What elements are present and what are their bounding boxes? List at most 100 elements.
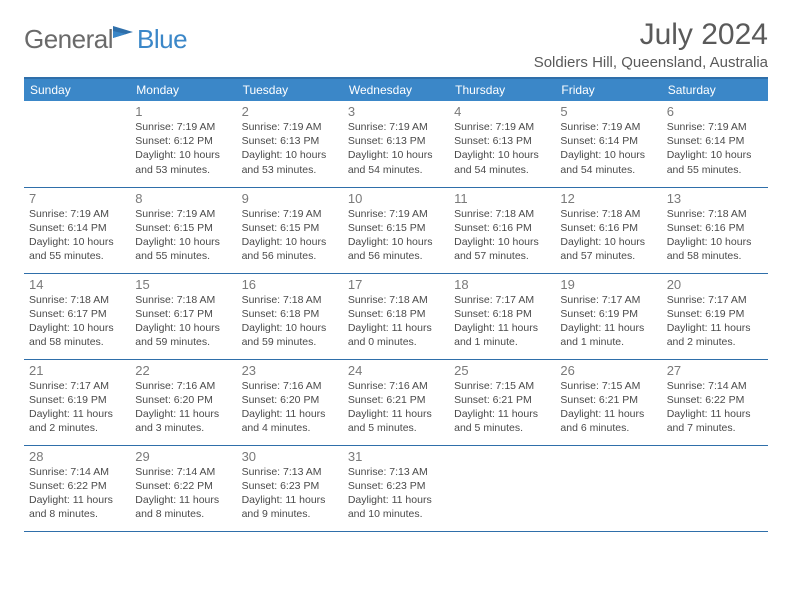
day-detail: Sunrise: 7:18 AMSunset: 6:16 PMDaylight:… [667, 207, 763, 264]
calendar-day-cell: 4Sunrise: 7:19 AMSunset: 6:13 PMDaylight… [449, 101, 555, 187]
calendar-day-cell: 26Sunrise: 7:15 AMSunset: 6:21 PMDayligh… [555, 359, 661, 445]
day-number: 21 [29, 363, 125, 378]
day-number: 26 [560, 363, 656, 378]
weekday-header: Thursday [449, 78, 555, 101]
calendar-day-cell [24, 101, 130, 187]
calendar-day-cell: 10Sunrise: 7:19 AMSunset: 6:15 PMDayligh… [343, 187, 449, 273]
day-detail: Sunrise: 7:19 AMSunset: 6:14 PMDaylight:… [560, 120, 656, 177]
day-detail: Sunrise: 7:16 AMSunset: 6:20 PMDaylight:… [242, 379, 338, 436]
calendar-day-cell: 11Sunrise: 7:18 AMSunset: 6:16 PMDayligh… [449, 187, 555, 273]
day-detail: Sunrise: 7:15 AMSunset: 6:21 PMDaylight:… [454, 379, 550, 436]
logo-text-blue: Blue [137, 24, 187, 55]
calendar-table: Sunday Monday Tuesday Wednesday Thursday… [24, 77, 768, 532]
day-detail: Sunrise: 7:17 AMSunset: 6:19 PMDaylight:… [560, 293, 656, 350]
calendar-day-cell: 27Sunrise: 7:14 AMSunset: 6:22 PMDayligh… [662, 359, 768, 445]
calendar-day-cell: 12Sunrise: 7:18 AMSunset: 6:16 PMDayligh… [555, 187, 661, 273]
day-detail: Sunrise: 7:18 AMSunset: 6:16 PMDaylight:… [454, 207, 550, 264]
day-detail: Sunrise: 7:15 AMSunset: 6:21 PMDaylight:… [560, 379, 656, 436]
calendar-day-cell: 19Sunrise: 7:17 AMSunset: 6:19 PMDayligh… [555, 273, 661, 359]
title-block: July 2024 Soldiers Hill, Queensland, Aus… [534, 18, 768, 71]
weekday-header: Sunday [24, 78, 130, 101]
weekday-header: Friday [555, 78, 661, 101]
day-number: 22 [135, 363, 231, 378]
calendar-week-row: 14Sunrise: 7:18 AMSunset: 6:17 PMDayligh… [24, 273, 768, 359]
weekday-header-row: Sunday Monday Tuesday Wednesday Thursday… [24, 78, 768, 101]
calendar-day-cell: 25Sunrise: 7:15 AMSunset: 6:21 PMDayligh… [449, 359, 555, 445]
day-number: 27 [667, 363, 763, 378]
day-detail: Sunrise: 7:18 AMSunset: 6:18 PMDaylight:… [242, 293, 338, 350]
day-detail: Sunrise: 7:17 AMSunset: 6:19 PMDaylight:… [667, 293, 763, 350]
day-detail: Sunrise: 7:19 AMSunset: 6:15 PMDaylight:… [135, 207, 231, 264]
calendar-day-cell [662, 445, 768, 531]
day-number: 30 [242, 449, 338, 464]
day-detail: Sunrise: 7:18 AMSunset: 6:17 PMDaylight:… [29, 293, 125, 350]
day-number: 18 [454, 277, 550, 292]
day-detail: Sunrise: 7:14 AMSunset: 6:22 PMDaylight:… [667, 379, 763, 436]
weekday-header: Wednesday [343, 78, 449, 101]
day-number: 16 [242, 277, 338, 292]
day-number: 17 [348, 277, 444, 292]
day-number: 2 [242, 104, 338, 119]
day-number: 8 [135, 191, 231, 206]
calendar-day-cell: 28Sunrise: 7:14 AMSunset: 6:22 PMDayligh… [24, 445, 130, 531]
calendar-week-row: 7Sunrise: 7:19 AMSunset: 6:14 PMDaylight… [24, 187, 768, 273]
calendar-day-cell: 9Sunrise: 7:19 AMSunset: 6:15 PMDaylight… [237, 187, 343, 273]
calendar-day-cell: 6Sunrise: 7:19 AMSunset: 6:14 PMDaylight… [662, 101, 768, 187]
day-number: 6 [667, 104, 763, 119]
calendar-day-cell: 1Sunrise: 7:19 AMSunset: 6:12 PMDaylight… [130, 101, 236, 187]
calendar-day-cell: 18Sunrise: 7:17 AMSunset: 6:18 PMDayligh… [449, 273, 555, 359]
day-number: 25 [454, 363, 550, 378]
day-detail: Sunrise: 7:19 AMSunset: 6:14 PMDaylight:… [29, 207, 125, 264]
day-number: 1 [135, 104, 231, 119]
calendar-week-row: 1Sunrise: 7:19 AMSunset: 6:12 PMDaylight… [24, 101, 768, 187]
day-number: 5 [560, 104, 656, 119]
calendar-day-cell: 13Sunrise: 7:18 AMSunset: 6:16 PMDayligh… [662, 187, 768, 273]
calendar-day-cell: 29Sunrise: 7:14 AMSunset: 6:22 PMDayligh… [130, 445, 236, 531]
calendar-day-cell [555, 445, 661, 531]
day-number: 4 [454, 104, 550, 119]
logo-text-general: General [24, 24, 113, 55]
day-detail: Sunrise: 7:19 AMSunset: 6:13 PMDaylight:… [454, 120, 550, 177]
day-number: 14 [29, 277, 125, 292]
calendar-day-cell: 21Sunrise: 7:17 AMSunset: 6:19 PMDayligh… [24, 359, 130, 445]
day-detail: Sunrise: 7:19 AMSunset: 6:15 PMDaylight:… [348, 207, 444, 264]
day-detail: Sunrise: 7:19 AMSunset: 6:12 PMDaylight:… [135, 120, 231, 177]
calendar-week-row: 28 Sunrise: 7:14 AMSunset: 6:22 PMDayligh… [24, 445, 768, 531]
day-detail: Sunrise: 7:17 AMSunset: 6:19 PMDaylight:… [29, 379, 125, 436]
calendar-day-cell: 3Sunrise: 7:19 AMSunset: 6:13 PMDaylight… [343, 101, 449, 187]
day-detail: Sunrise: 7:14 AMSunset: 6:22 PMDaylight:… [135, 465, 231, 522]
calendar-week-row: 21Sunrise: 7:17 AMSunset: 6:19 PMDayligh… [24, 359, 768, 445]
day-number: 23 [242, 363, 338, 378]
day-detail: Sunrise: 7:18 AMSunset: 6:18 PMDaylight:… [348, 293, 444, 350]
day-detail: Sunrise: 7:19 AMSunset: 6:14 PMDaylight:… [667, 120, 763, 177]
calendar-body: 1Sunrise: 7:19 AMSunset: 6:12 PMDaylight… [24, 101, 768, 531]
calendar-day-cell [449, 445, 555, 531]
day-detail: Sunrise: 7:17 AMSunset: 6:18 PMDaylight:… [454, 293, 550, 350]
day-number: 20 [667, 277, 763, 292]
day-detail: Sunrise: 7:19 AMSunset: 6:13 PMDaylight:… [242, 120, 338, 177]
calendar-day-cell: 23Sunrise: 7:16 AMSunset: 6:20 PMDayligh… [237, 359, 343, 445]
header: General Blue July 2024 Soldiers Hill, Qu… [24, 18, 768, 71]
day-number: 10 [348, 191, 444, 206]
day-number: 3 [348, 104, 444, 119]
location-label: Soldiers Hill, Queensland, Australia [534, 54, 768, 71]
calendar-day-cell: 14Sunrise: 7:18 AMSunset: 6:17 PMDayligh… [24, 273, 130, 359]
day-number: 31 [348, 449, 444, 464]
day-number: 15 [135, 277, 231, 292]
calendar-day-cell: 17Sunrise: 7:18 AMSunset: 6:18 PMDayligh… [343, 273, 449, 359]
day-number: 13 [667, 191, 763, 206]
calendar-day-cell: 5Sunrise: 7:19 AMSunset: 6:14 PMDaylight… [555, 101, 661, 187]
day-number: 11 [454, 191, 550, 206]
day-detail: Sunrise: 7:13 AMSunset: 6:23 PMDaylight:… [242, 465, 338, 522]
calendar-day-cell: 16Sunrise: 7:18 AMSunset: 6:18 PMDayligh… [237, 273, 343, 359]
calendar-day-cell: 30Sunrise: 7:13 AMSunset: 6:23 PMDayligh… [237, 445, 343, 531]
month-title: July 2024 [534, 18, 768, 52]
weekday-header: Saturday [662, 78, 768, 101]
weekday-header: Tuesday [237, 78, 343, 101]
day-number: 7 [29, 191, 125, 206]
calendar-day-cell: 8Sunrise: 7:19 AMSunset: 6:15 PMDaylight… [130, 187, 236, 273]
day-number: 28 [29, 449, 125, 464]
calendar-day-cell: 7Sunrise: 7:19 AMSunset: 6:14 PMDaylight… [24, 187, 130, 273]
calendar-day-cell: 2Sunrise: 7:19 AMSunset: 6:13 PMDaylight… [237, 101, 343, 187]
calendar-day-cell: 20Sunrise: 7:17 AMSunset: 6:19 PMDayligh… [662, 273, 768, 359]
